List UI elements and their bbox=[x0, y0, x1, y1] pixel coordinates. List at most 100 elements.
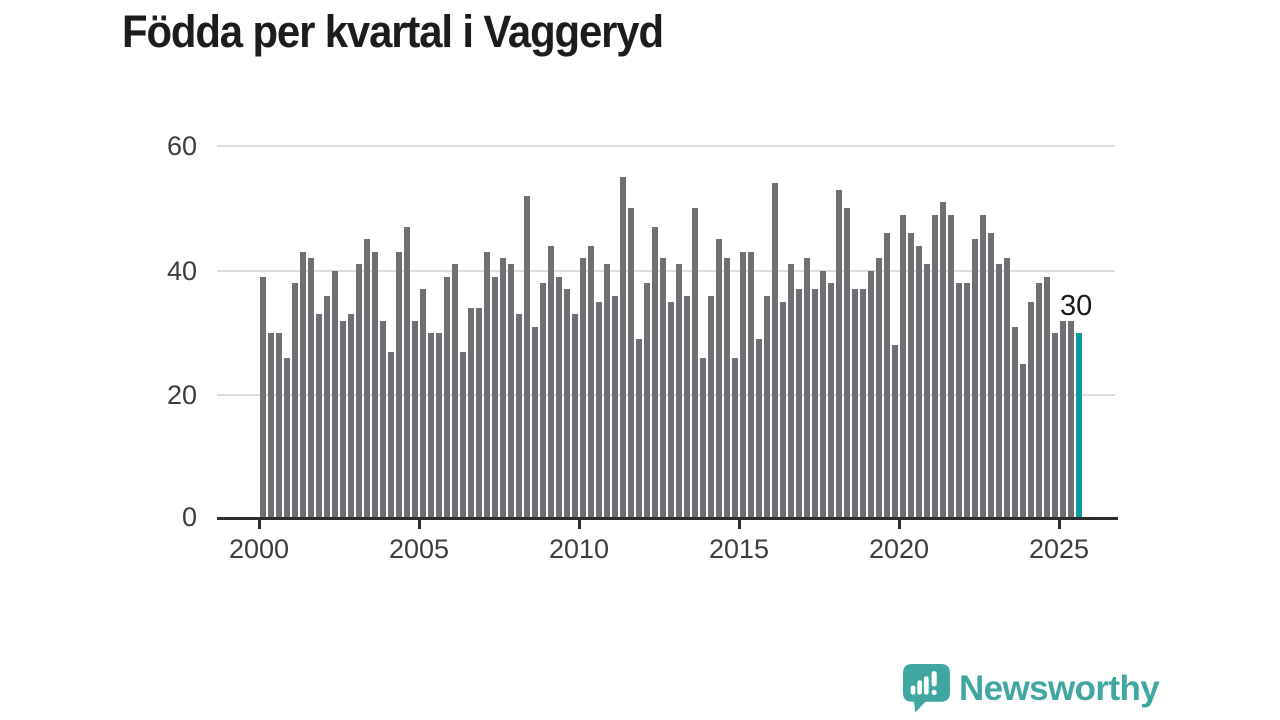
bar bbox=[612, 295, 619, 520]
x-axis-tick bbox=[578, 519, 581, 529]
bar bbox=[836, 189, 843, 520]
bar bbox=[444, 276, 451, 520]
bar bbox=[636, 339, 643, 520]
bar bbox=[1004, 258, 1011, 520]
bar bbox=[980, 214, 987, 520]
bar bbox=[300, 251, 307, 520]
bar bbox=[988, 233, 995, 520]
bar bbox=[1012, 326, 1019, 520]
bar bbox=[788, 264, 795, 520]
bar bbox=[628, 208, 635, 521]
chart-title: Födda per kvartal i Vaggeryd bbox=[122, 6, 664, 57]
bar bbox=[684, 295, 691, 520]
bar bbox=[308, 258, 315, 520]
bar bbox=[348, 314, 355, 520]
bar bbox=[260, 276, 267, 520]
bar bbox=[356, 264, 363, 520]
bar bbox=[812, 289, 819, 520]
bar bbox=[924, 264, 931, 520]
bar bbox=[516, 314, 523, 520]
bar bbox=[340, 320, 347, 520]
bar bbox=[276, 332, 283, 520]
y-axis-tick-label: 60 bbox=[166, 130, 197, 161]
bar bbox=[948, 214, 955, 520]
bar bbox=[580, 258, 587, 520]
x-axis-tick-label: 2015 bbox=[708, 534, 770, 564]
bar bbox=[1060, 320, 1067, 520]
bar bbox=[420, 289, 427, 520]
bar bbox=[332, 270, 339, 520]
bar bbox=[708, 295, 715, 520]
bar bbox=[972, 239, 979, 520]
bar bbox=[644, 283, 651, 520]
bar bbox=[652, 227, 659, 520]
bar bbox=[1044, 276, 1051, 520]
bar bbox=[916, 245, 923, 520]
x-axis-tick bbox=[898, 519, 901, 529]
bar bbox=[668, 301, 675, 520]
bar bbox=[932, 214, 939, 520]
bar bbox=[292, 283, 299, 520]
x-axis-tick-label: 2005 bbox=[388, 534, 450, 564]
bar bbox=[620, 177, 627, 520]
bar bbox=[1028, 301, 1035, 520]
bar bbox=[484, 251, 491, 520]
bar bbox=[796, 289, 803, 520]
bar bbox=[372, 251, 379, 520]
bar bbox=[900, 214, 907, 520]
bar bbox=[716, 239, 723, 520]
bar bbox=[884, 233, 891, 520]
x-axis-line bbox=[217, 517, 1118, 520]
newsworthy-logo: Newsworthy bbox=[903, 664, 1160, 718]
newsworthy-logo-text: Newsworthy bbox=[959, 669, 1160, 708]
bar bbox=[764, 295, 771, 520]
bar bbox=[460, 351, 467, 520]
bar bbox=[428, 332, 435, 520]
bar bbox=[692, 208, 699, 521]
bar bbox=[964, 283, 971, 520]
y-axis-tick-label: 20 bbox=[166, 380, 197, 411]
bar bbox=[364, 239, 371, 520]
x-axis-tick bbox=[258, 519, 261, 529]
bar bbox=[468, 308, 475, 520]
bar bbox=[804, 258, 811, 520]
x-axis-tick bbox=[418, 519, 421, 529]
bar bbox=[876, 258, 883, 520]
bar bbox=[380, 320, 387, 520]
bar bbox=[316, 314, 323, 520]
x-axis-tick-label: 2000 bbox=[228, 534, 290, 564]
gridline bbox=[217, 144, 1115, 147]
bar bbox=[476, 308, 483, 520]
bar bbox=[676, 264, 683, 520]
bar-value-label: 30 bbox=[1060, 290, 1093, 322]
bar bbox=[844, 208, 851, 521]
bar bbox=[588, 245, 595, 520]
bar bbox=[732, 357, 739, 520]
bar bbox=[780, 301, 787, 520]
bar bbox=[700, 357, 707, 520]
bar bbox=[772, 183, 779, 520]
bar bbox=[564, 289, 571, 520]
y-axis-tick-label: 40 bbox=[166, 255, 197, 286]
bar bbox=[604, 264, 611, 520]
bar bbox=[436, 332, 443, 520]
bar bbox=[828, 283, 835, 520]
x-axis-tick-label: 2010 bbox=[548, 534, 610, 564]
bar bbox=[324, 295, 331, 520]
y-axis-tick-label: 0 bbox=[181, 502, 197, 532]
x-axis-tick bbox=[738, 519, 741, 529]
bar bbox=[860, 289, 867, 520]
bar bbox=[1068, 320, 1075, 520]
x-axis-tick bbox=[1058, 519, 1061, 529]
bar bbox=[1036, 283, 1043, 520]
bar bbox=[508, 264, 515, 520]
bar bbox=[500, 258, 507, 520]
bar bbox=[660, 258, 667, 520]
bar bbox=[412, 320, 419, 520]
bar bbox=[532, 326, 539, 520]
bar bbox=[748, 251, 755, 520]
bar bbox=[756, 339, 763, 520]
x-axis-tick-label: 2025 bbox=[1028, 534, 1090, 564]
newsworthy-logo-icon bbox=[903, 664, 950, 718]
bar bbox=[820, 270, 827, 520]
